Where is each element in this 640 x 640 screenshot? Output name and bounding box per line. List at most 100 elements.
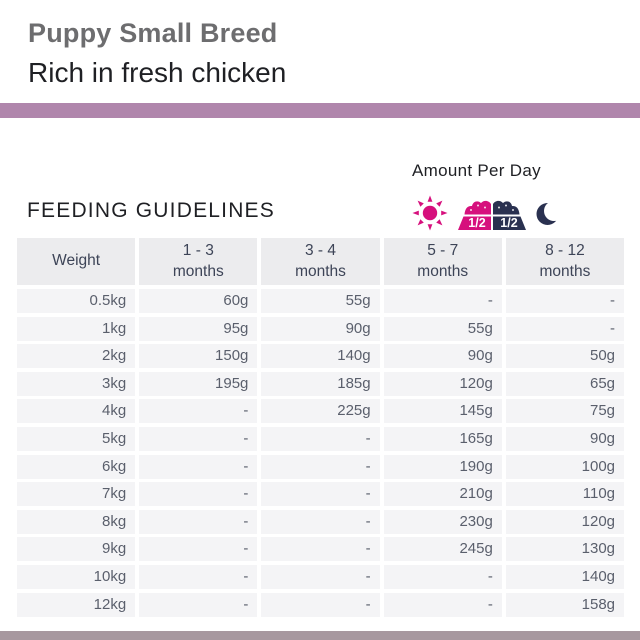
- amount-cell: 90g: [383, 344, 502, 369]
- amount-cell: -: [139, 592, 258, 617]
- amount-cell: -: [139, 426, 258, 451]
- amount-cell: -: [261, 454, 380, 479]
- amount-cell: 60g: [139, 289, 258, 313]
- amount-cell: 90g: [261, 316, 380, 341]
- table-row: 1kg 95g 90g 55g -: [17, 316, 625, 341]
- weight-cell: 10kg: [17, 564, 136, 589]
- table-row: 4kg -225g 145g 75g: [17, 399, 625, 424]
- weight-cell: 4kg: [17, 399, 136, 424]
- weight-cell: 6kg: [17, 454, 136, 479]
- night-half-label: 1/2: [500, 216, 517, 230]
- food-portion-icon: 1/2 1/2: [458, 200, 526, 230]
- amount-cell: -: [139, 537, 258, 562]
- weight-cell: 9kg: [17, 537, 136, 562]
- column-header-line: months: [295, 262, 346, 280]
- column-header-line: 5 - 7: [427, 242, 459, 260]
- feeding-table: Weight 1 - 3 months 3 - 4 months 5 - 7 mont…: [17, 238, 625, 620]
- amount-cell: -: [139, 399, 258, 424]
- amount-per-day-icons: 1/2 1/2: [412, 194, 562, 231]
- table-row: 10kg - - -140g: [17, 564, 625, 589]
- amount-cell: 120g: [505, 509, 625, 534]
- weight-cell: 5kg: [17, 426, 136, 451]
- column-header-5-7-months: 5 - 7 months: [383, 238, 502, 285]
- table-row: 8kg - -230g 120g: [17, 509, 625, 534]
- table-row: 5kg - -165g 90g: [17, 426, 625, 451]
- weight-cell: 8kg: [17, 509, 136, 534]
- weight-cell: 1kg: [17, 316, 136, 341]
- amount-cell: 100g: [505, 454, 625, 479]
- amount-cell: -: [383, 564, 502, 589]
- column-header-line: months: [172, 262, 224, 280]
- amount-cell: 50g: [505, 344, 625, 369]
- product-subtitle: Rich in fresh chicken: [28, 57, 287, 88]
- amount-cell: -: [261, 537, 380, 562]
- amount-cell: -: [139, 509, 258, 534]
- column-header-line: months: [417, 262, 469, 280]
- amount-cell: 55g: [261, 289, 380, 313]
- column-header-line: 3 - 4: [305, 242, 337, 260]
- amount-cell: 225g: [261, 399, 380, 424]
- amount-cell: 140g: [505, 564, 625, 589]
- column-header-weight: Weight: [17, 238, 136, 285]
- amount-cell: 190g: [383, 454, 502, 479]
- table-row: 0.5kg 60g 55g - -: [17, 289, 625, 313]
- amount-cell: -: [383, 592, 502, 617]
- column-header-1-3-months: 1 - 3 months: [139, 238, 258, 285]
- amount-cell: 65g: [505, 371, 625, 396]
- feeding-guidelines-heading: FEEDING GUIDELINES: [27, 199, 275, 222]
- column-header-line: 8 - 12: [545, 242, 585, 260]
- column-header-3-4-months: 3 - 4 months: [261, 238, 380, 285]
- amount-cell: 145g: [383, 399, 502, 424]
- column-header-line: Weight: [52, 252, 101, 270]
- amount-cell: 75g: [505, 399, 625, 424]
- amount-cell: -: [139, 454, 258, 479]
- table-row: 9kg - -245g 130g: [17, 537, 625, 562]
- amount-per-day-label: Amount Per Day: [412, 161, 541, 180]
- amount-cell: 140g: [261, 344, 380, 369]
- table-row: 7kg - -210g 110g: [17, 482, 625, 507]
- amount-cell: 55g: [383, 316, 502, 341]
- amount-cell: 195g: [139, 371, 258, 396]
- weight-cell: 7kg: [17, 482, 136, 507]
- weight-cell: 3kg: [17, 371, 136, 396]
- table-header-row: Weight 1 - 3 months 3 - 4 months 5 - 7 mont…: [17, 238, 625, 285]
- amount-cell: 158g: [505, 592, 625, 617]
- amount-cell: -: [139, 564, 258, 589]
- day-half-label: 1/2: [468, 216, 485, 230]
- weight-cell: 12kg: [17, 592, 136, 617]
- amount-cell: 110g: [505, 482, 625, 507]
- moon-icon: [536, 201, 562, 225]
- column-header-line: 1 - 3: [182, 242, 214, 260]
- table-row: 3kg 195g 185g 120g 65g: [17, 371, 625, 396]
- amount-cell: 165g: [383, 426, 502, 451]
- column-header-line: months: [539, 262, 591, 280]
- amount-cell: -: [505, 316, 625, 341]
- amount-cell: 185g: [261, 371, 380, 396]
- amount-cell: -: [261, 482, 380, 507]
- amount-cell: 95g: [139, 316, 258, 341]
- accent-bar-top: [0, 103, 640, 118]
- table-row: 2kg 150g 140g 90g 50g: [17, 344, 625, 369]
- column-header-8-12-months: 8 - 12 months: [505, 238, 625, 285]
- amount-cell: -: [261, 592, 380, 617]
- weight-cell: 2kg: [17, 344, 136, 369]
- amount-cell: -: [261, 509, 380, 534]
- amount-cell: -: [383, 289, 502, 313]
- table-row: 12kg - - -158g: [17, 592, 625, 617]
- amount-cell: 245g: [383, 537, 502, 562]
- sun-icon: [412, 195, 448, 231]
- amount-cell: 150g: [139, 344, 258, 369]
- weight-cell: 0.5kg: [17, 289, 136, 313]
- product-title: Puppy Small Breed: [28, 18, 278, 48]
- accent-bar-bottom: [0, 631, 640, 640]
- amount-cell: -: [261, 564, 380, 589]
- table-row: 6kg - -190g 100g: [17, 454, 625, 479]
- amount-cell: 130g: [505, 537, 625, 562]
- amount-cell: 90g: [505, 426, 625, 451]
- amount-cell: -: [261, 426, 380, 451]
- amount-cell: -: [505, 289, 625, 313]
- table-body: 0.5kg 60g 55g - -1kg 95g 90g 55g -2kg 150g 140g 90g…: [17, 289, 625, 617]
- amount-cell: 210g: [383, 482, 502, 507]
- amount-cell: -: [139, 482, 258, 507]
- amount-cell: 230g: [383, 509, 502, 534]
